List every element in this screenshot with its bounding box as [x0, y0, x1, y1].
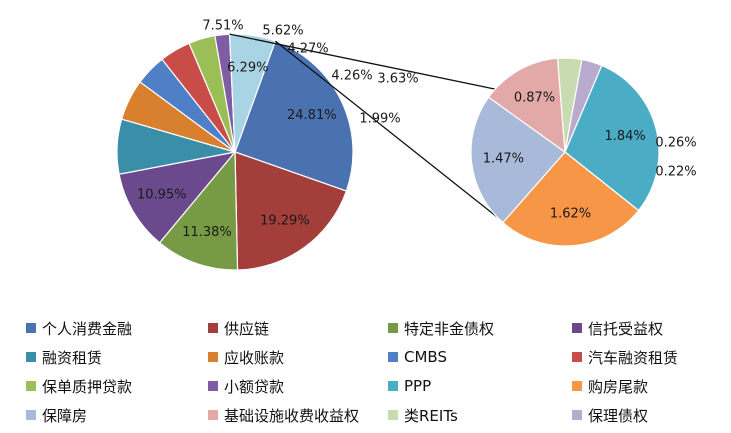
- legend-label: 购房尾款: [588, 377, 649, 396]
- legend-item: 购房尾款: [572, 376, 722, 396]
- legend-item: CMBS: [388, 347, 572, 367]
- main-label-3: 10.95%: [137, 188, 187, 203]
- main-slice-1: [234, 151, 348, 271]
- legend-swatch: [26, 381, 36, 391]
- legend-item: 应收账款: [208, 347, 388, 367]
- legend-item: 信托受益权: [572, 318, 722, 338]
- secondary-label-2: 1.47%: [483, 152, 524, 167]
- main-label-2: 11.38%: [182, 225, 232, 240]
- legend-item: 保单质押贷款: [26, 376, 208, 396]
- legend-item: 汽车融资租赁: [572, 347, 722, 367]
- legend-swatch: [572, 352, 582, 362]
- connector-bottom: [274, 40, 498, 218]
- secondary-slice-0: [564, 64, 660, 212]
- legend-swatch: [572, 323, 582, 333]
- legend-label: 小额贷款: [224, 377, 285, 396]
- legend-swatch: [388, 381, 398, 391]
- connector-top: [229, 33, 496, 90]
- main-label-6: 4.27%: [287, 42, 328, 57]
- legend-label: 保单质押贷款: [42, 377, 133, 396]
- legend-label: 供应链: [224, 319, 270, 338]
- legend-item: 基础设施收费收益权: [208, 405, 388, 425]
- legend-label: 个人消费金融: [42, 319, 133, 338]
- secondary-slice-2: [470, 96, 566, 224]
- legend-label: CMBS: [404, 348, 447, 366]
- legend-swatch: [388, 352, 398, 362]
- secondary-slice-3: [487, 57, 566, 154]
- legend-item: 供应链: [208, 318, 388, 338]
- main-pie: [116, 33, 354, 271]
- legend-item: 特定非金债权: [388, 318, 572, 338]
- legend-item: 融资租赁: [26, 347, 208, 367]
- legend-swatch: [208, 323, 218, 333]
- legend-swatch: [26, 410, 36, 420]
- legend-label: PPP: [404, 377, 432, 395]
- legend-item: 保障房: [26, 405, 208, 425]
- legend-swatch: [26, 323, 36, 333]
- legend-label: 信托受益权: [588, 319, 664, 338]
- legend-label: 基础设施收费收益权: [224, 406, 360, 425]
- pie-of-pie-chart: 24.81% 19.29% 11.38% 10.95% 7.51% 5.62% 4.27%4…: [116, 19, 697, 271]
- secondary-label-5: 0.22%: [655, 165, 696, 180]
- legend-swatch: [572, 410, 582, 420]
- legend-label: 汽车融资租赁: [588, 348, 679, 367]
- secondary-label-0: 1.84%: [604, 129, 645, 144]
- legend-item: 类REITs: [388, 405, 572, 425]
- main-label-0: 24.81%: [287, 108, 337, 123]
- data-labels: 24.81% 19.29% 11.38% 10.95% 7.51% 5.62% 4.27%4…: [137, 19, 697, 240]
- legend-swatch: [208, 381, 218, 391]
- legend-item: PPP: [388, 376, 572, 396]
- legend-label: 类REITs: [404, 406, 458, 425]
- legend-label: 特定非金债权: [404, 319, 495, 338]
- main-slice-10: [228, 33, 277, 153]
- legend-item: 个人消费金融: [26, 318, 208, 338]
- main-label-7: 4.26%: [331, 69, 372, 84]
- connector-lines: [229, 33, 498, 218]
- legend-label: 保障房: [42, 406, 88, 425]
- secondary-slice-1: [502, 151, 640, 247]
- legend-swatch: [208, 410, 218, 420]
- secondary-slice-5: [564, 58, 603, 153]
- legend-item: 保理债权: [572, 405, 722, 425]
- legend-swatch: [388, 323, 398, 333]
- legend-swatch: [572, 381, 582, 391]
- main-label-4: 7.51%: [202, 19, 243, 34]
- legend-label: 融资租赁: [42, 348, 103, 367]
- main-label-1: 19.29%: [260, 213, 310, 228]
- main-label-10: 6.29%: [227, 61, 268, 76]
- main-slice-2: [158, 150, 239, 271]
- main-label-8: 3.63%: [377, 72, 418, 87]
- legend-label: 应收账款: [224, 348, 285, 367]
- legend-swatch: [26, 352, 36, 362]
- legend-swatch: [208, 352, 218, 362]
- secondary-label-4: 0.26%: [655, 136, 696, 151]
- legend-label: 保理债权: [588, 406, 649, 425]
- main-label-5: 5.62%: [262, 24, 303, 39]
- secondary-pie: [470, 57, 660, 247]
- legend-swatch: [388, 410, 398, 420]
- secondary-label-3: 0.87%: [514, 91, 555, 106]
- legend-item: 小额贷款: [208, 376, 388, 396]
- main-slice-3: [118, 151, 237, 244]
- main-label-9: 1.99%: [359, 112, 400, 127]
- legend: 个人消费金融 供应链 特定非金债权 信托受益权融资租赁 应收账款 CMBS 汽车融资租赁保单…: [26, 318, 726, 425]
- secondary-label-1: 1.62%: [550, 206, 591, 221]
